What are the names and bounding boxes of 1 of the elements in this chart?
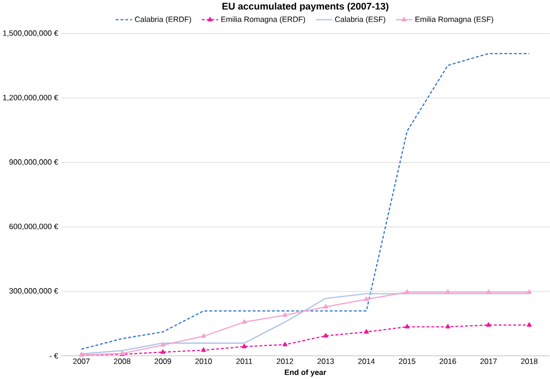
chart-title: EU accumulated payments (2007-13): [222, 2, 388, 12]
